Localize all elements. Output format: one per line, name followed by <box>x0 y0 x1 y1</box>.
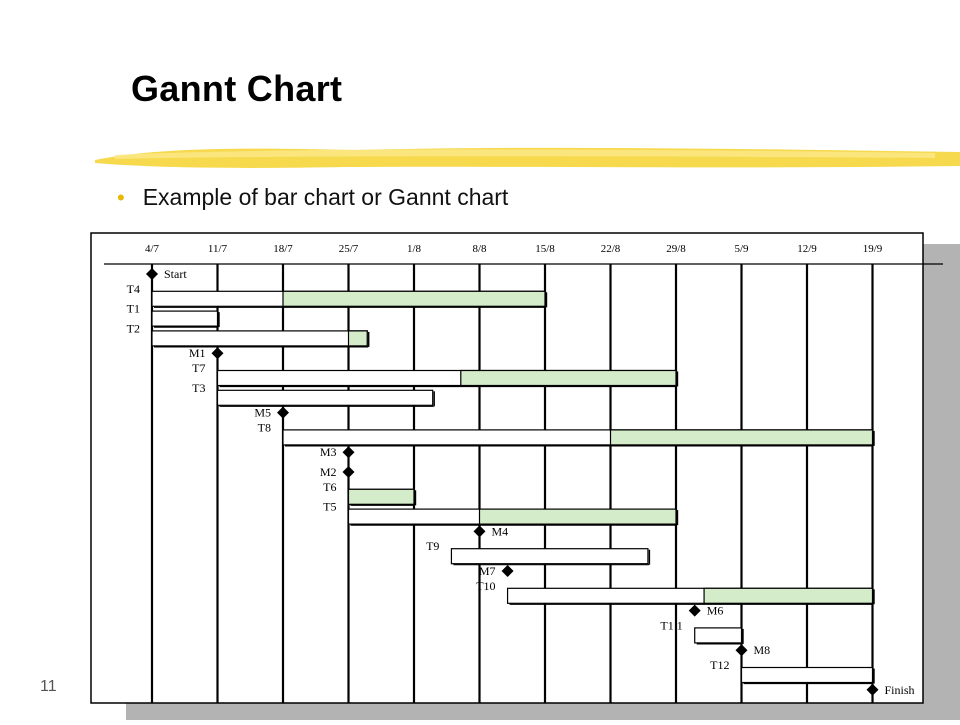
float-bar-t6 <box>347 488 415 505</box>
tick-label-10: 12/9 <box>797 243 817 255</box>
milestone-m2 <box>342 466 355 478</box>
tick-labels: 4/7 11/7 18/7 25/7 1/8 8/8 15/8 22/8 29/8 5/9 12/9… <box>145 243 883 255</box>
task-bar-t3 <box>216 389 434 406</box>
milestone-m7 <box>501 565 514 577</box>
milestone-m8 <box>735 644 748 657</box>
milestone-label-start: Start <box>164 267 187 281</box>
bullet-item: • Example of bar chart or Gannt chart <box>117 184 508 211</box>
milestone-label-m5: M5 <box>254 406 271 420</box>
tick-label-0: 4/7 <box>145 243 160 255</box>
float-bar-t2 <box>347 330 368 347</box>
task-label-t2: T2 <box>127 321 140 335</box>
task-label-t10: T10 <box>476 579 495 593</box>
task-label-t12: T12 <box>710 658 729 672</box>
task-bar-t1 <box>151 310 219 327</box>
tick-label-4: 1/8 <box>407 243 422 255</box>
task-bar-t2 <box>151 330 368 347</box>
float-bar-t5 <box>478 508 677 525</box>
milestone-label-m7: M7 <box>479 564 496 578</box>
tick-label-2: 18/7 <box>273 243 293 255</box>
task-label-t6: T6 <box>323 480 336 494</box>
milestone-m1 <box>211 347 224 360</box>
title-brush-stroke <box>95 147 960 168</box>
bullet-text: Example of bar chart or Gannt chart <box>142 184 509 210</box>
float-bar-t4 <box>282 290 546 307</box>
milestone-m5 <box>277 406 289 419</box>
task-label-t1: T1 <box>127 302 140 316</box>
task-label-t1-1: T1 1 <box>660 618 682 632</box>
milestone-label-m1: M1 <box>189 346 206 360</box>
milestone-finish <box>866 683 879 696</box>
milestone-m3 <box>342 446 355 459</box>
bullet-dot-icon: • <box>117 185 125 210</box>
page-number: 11 <box>40 678 57 695</box>
task-label-t7: T7 <box>192 361 205 375</box>
tick-label-1: 11/7 <box>208 243 228 255</box>
tick-label-11: 19/9 <box>863 243 883 255</box>
milestone-label-m3: M3 <box>320 445 337 459</box>
milestone-label-m6: M6 <box>707 604 724 618</box>
float-bar-t7 <box>460 369 677 387</box>
task-label-t5: T5 <box>323 500 336 514</box>
task-bar-t12 <box>740 666 874 684</box>
milestone-label-m2: M2 <box>320 465 337 479</box>
milestone-start <box>146 268 158 280</box>
tick-label-6: 15/8 <box>535 243 555 255</box>
milestone-m4 <box>473 525 486 538</box>
milestone-m6 <box>688 604 701 617</box>
task-label-t9: T9 <box>426 539 439 553</box>
grid-lines <box>150 264 874 703</box>
task-label-t3: T3 <box>192 381 205 395</box>
tick-label-8: 29/8 <box>666 243 686 255</box>
milestone-label-m4: M4 <box>492 524 509 538</box>
float-bar-t8 <box>609 429 874 446</box>
tick-label-5: 8/8 <box>472 243 487 255</box>
task-bar-t9 <box>450 548 649 565</box>
task-label-t8: T8 <box>258 420 271 434</box>
brush-stroke-highlight <box>115 149 935 159</box>
milestone-label-m8: M8 <box>754 643 771 657</box>
tick-label-3: 25/7 <box>339 243 359 255</box>
milestone-label-finish: Finish <box>885 683 915 697</box>
tick-label-7: 22/8 <box>601 243 621 255</box>
slide-title: Gannt Chart <box>131 68 343 109</box>
image-frame <box>90 232 924 704</box>
task-bar-t1-1 <box>694 627 743 644</box>
float-bar-t10 <box>703 587 874 604</box>
task-label-t4: T4 <box>127 282 140 296</box>
tick-label-9: 5/9 <box>734 243 749 255</box>
